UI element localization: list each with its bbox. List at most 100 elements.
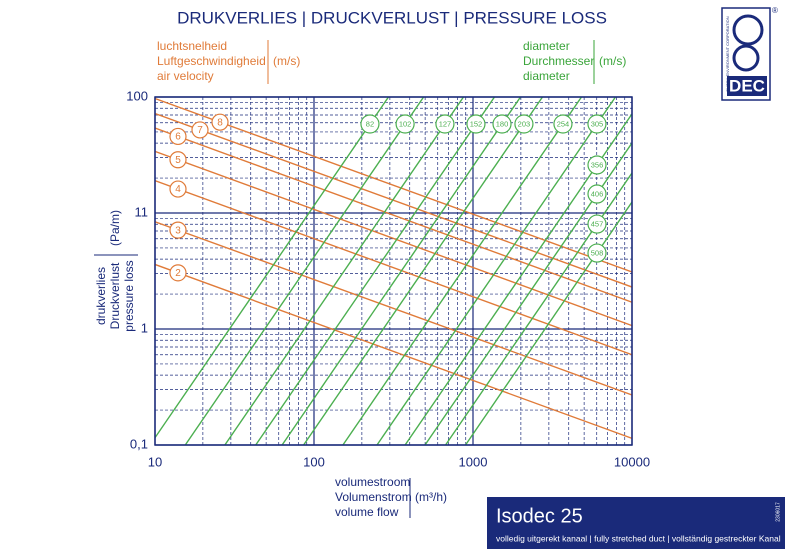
line-label: 82 (366, 119, 374, 128)
plot-frame (154, 96, 633, 446)
line-label-bg (553, 114, 573, 134)
axis-label: Druckverlust (108, 262, 122, 329)
axis-label: Volumenstrom (335, 490, 412, 504)
line-label: 305 (591, 119, 604, 128)
series-line (342, 97, 583, 445)
y-tick-label: 11 (135, 204, 149, 219)
line-label-bg (587, 243, 607, 263)
line-label-bg (587, 114, 607, 134)
series-line (155, 97, 632, 273)
series-line (155, 150, 632, 327)
line-label: 4 (175, 184, 181, 195)
axis-label: drukverlies (94, 267, 108, 325)
series-line (404, 112, 632, 445)
logo-mark: ® (772, 6, 778, 15)
line-label: 102 (399, 119, 412, 128)
legend-text: diameter (523, 39, 570, 53)
line-label: 457 (591, 220, 604, 229)
series-line (255, 97, 496, 445)
series-line (184, 97, 425, 445)
line-label: 7 (197, 125, 203, 136)
logo-company: DUTCH ENVIRONMENT CORPORATION (725, 16, 730, 91)
line-label-bg (587, 155, 607, 175)
line-label-bg (169, 221, 187, 239)
legend-unit: (m/s) (273, 54, 300, 68)
series-line (155, 263, 632, 440)
line-label: 152 (470, 119, 483, 128)
line-label: 127 (439, 119, 452, 128)
legend-text: luchtsnelheid (157, 39, 227, 53)
line-label-bg (360, 114, 380, 134)
line-label-bg (169, 264, 187, 282)
series-line (155, 221, 632, 396)
line-label-bg (466, 114, 486, 134)
legend-text: Luftgeschwindigheid (157, 54, 266, 68)
x-tick-label: 100 (303, 454, 325, 469)
series-line (155, 97, 390, 439)
series-line (303, 97, 544, 445)
product-name: Isodec 25 (496, 505, 583, 527)
line-label: 180 (496, 119, 509, 128)
line-label-bg (191, 121, 209, 139)
line-label-bg (587, 184, 607, 204)
y-tick-label: 0,1 (130, 436, 148, 451)
axis-label: pressure loss (122, 260, 136, 331)
line-label-bg (492, 114, 512, 134)
y-tick-label: 100 (126, 88, 148, 103)
legend-text: air velocity (157, 69, 214, 83)
logo-band (727, 76, 767, 96)
line-label: 8 (217, 117, 223, 128)
line-label: 2 (175, 268, 181, 279)
legend-unit: (m/s) (599, 54, 626, 68)
line-label: 254 (557, 119, 570, 128)
product-box: Isodec 25 volledig uitgerekt kanaal | fu… (487, 497, 785, 549)
line-label-bg (169, 151, 187, 169)
logo-swirl (732, 44, 760, 72)
x-tick-label: 10 (148, 454, 162, 469)
line-label: 203 (518, 119, 531, 128)
axis-label: volume flow (335, 505, 399, 519)
series-line (376, 97, 617, 445)
series-line (224, 97, 465, 445)
y-tick-label: 1 (141, 320, 148, 335)
series-group (155, 97, 632, 445)
series-line (464, 200, 632, 445)
line-label-bg (514, 114, 534, 134)
series-line (281, 97, 522, 445)
line-label-bg (395, 114, 415, 134)
series-line (155, 180, 632, 356)
line-label-bg (169, 180, 187, 198)
logo-text: DEC (729, 76, 765, 95)
product-subtitle: volledig uitgerekt kanaal | fully stretc… (496, 533, 781, 543)
product-code: 2306017 (775, 502, 781, 522)
line-label: 3 (175, 225, 181, 236)
line-label-bg (435, 114, 455, 134)
line-label: 406 (591, 190, 604, 199)
line-label: 5 (175, 155, 181, 166)
chart-title: DRUKVERLIES | DRUCKVERLUST | PRESSURE LO… (177, 8, 607, 27)
y-axis-label: drukverlies Druckverlust pressure loss (… (94, 210, 138, 332)
line-label: 508 (591, 249, 604, 258)
diameter-legend: diameter Durchmesser diameter (m/s) (523, 39, 626, 84)
axis-unit: (Pa/m) (108, 210, 122, 246)
line-label: 6 (175, 132, 181, 143)
line-label-bg (587, 214, 607, 234)
line-label-bg (211, 113, 229, 131)
series-line (155, 127, 632, 303)
axis-unit: (m³/h) (415, 490, 447, 504)
velocity-legend: luchtsnelheid Luftgeschwindigheid air ve… (157, 39, 300, 84)
series-line (424, 141, 632, 445)
x-axis-label: volumestroom Volumenstrom volume flow (m… (335, 475, 447, 519)
x-tick-label: 10000 (614, 454, 650, 469)
line-label: 356 (591, 160, 604, 169)
axis-label: volumestroom (335, 475, 410, 489)
x-tick-label: 1000 (459, 454, 488, 469)
series-line (444, 171, 632, 445)
logo: DEC DUTCH ENVIRONMENT CORPORATION ® (721, 6, 778, 101)
legend-text: Durchmesser (523, 54, 594, 68)
product-background (487, 497, 785, 549)
legend-text: diameter (523, 69, 570, 83)
